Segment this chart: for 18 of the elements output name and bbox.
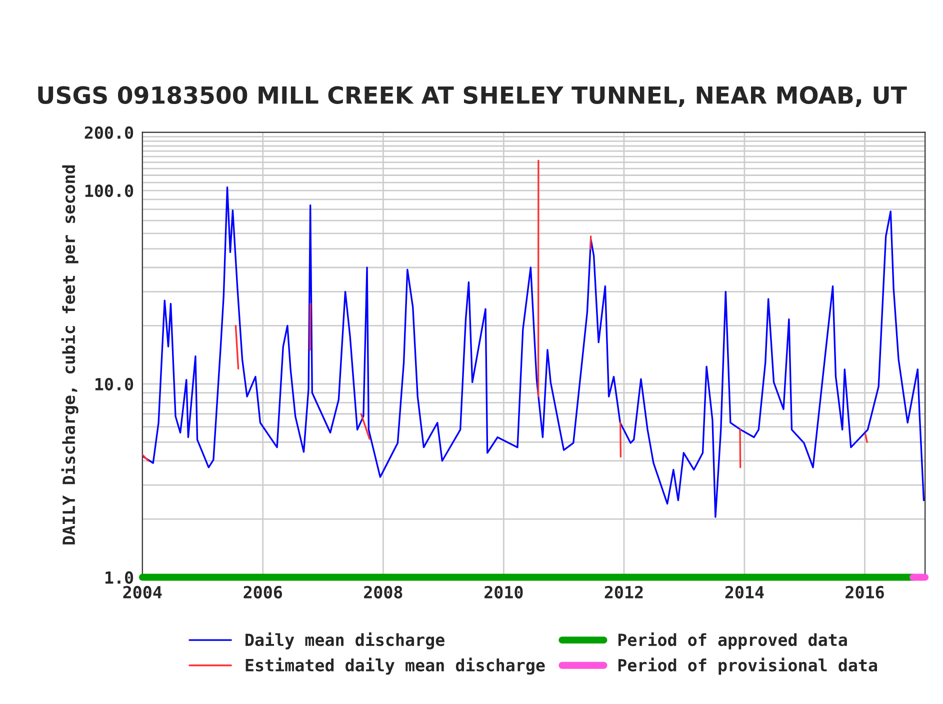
y-tick-label: 100.0: [85, 184, 134, 198]
legend-label: Daily mean discharge: [246, 632, 444, 650]
x-tick-label: 2010: [484, 586, 523, 599]
chart-title: USGS 09183500 MILL CREEK AT SHELEY TUNNEL, NEAR MOAB, UT: [38, 86, 907, 108]
x-tick-label: 2004: [123, 586, 162, 599]
line-series: [142, 186, 925, 518]
y-tick-label: 10.0: [95, 378, 134, 390]
y-tick-label: 200.0: [84, 126, 134, 139]
y-tick-label: 1.0: [105, 571, 134, 584]
legend-label: Estimated daily mean discharge: [246, 658, 545, 675]
legend-label: Period of approved data: [618, 632, 847, 650]
x-tick-label: 2008: [364, 586, 402, 599]
legend-label: Period of provisional data: [618, 658, 878, 675]
x-tick-label: 2014: [725, 586, 764, 599]
x-tick-label: 2012: [604, 586, 643, 599]
x-tick-label: 2006: [244, 586, 282, 599]
y-axis-title: DAILY Discharge, cubic feet per second: [61, 165, 78, 544]
x-tick-label: 2016: [846, 586, 884, 599]
